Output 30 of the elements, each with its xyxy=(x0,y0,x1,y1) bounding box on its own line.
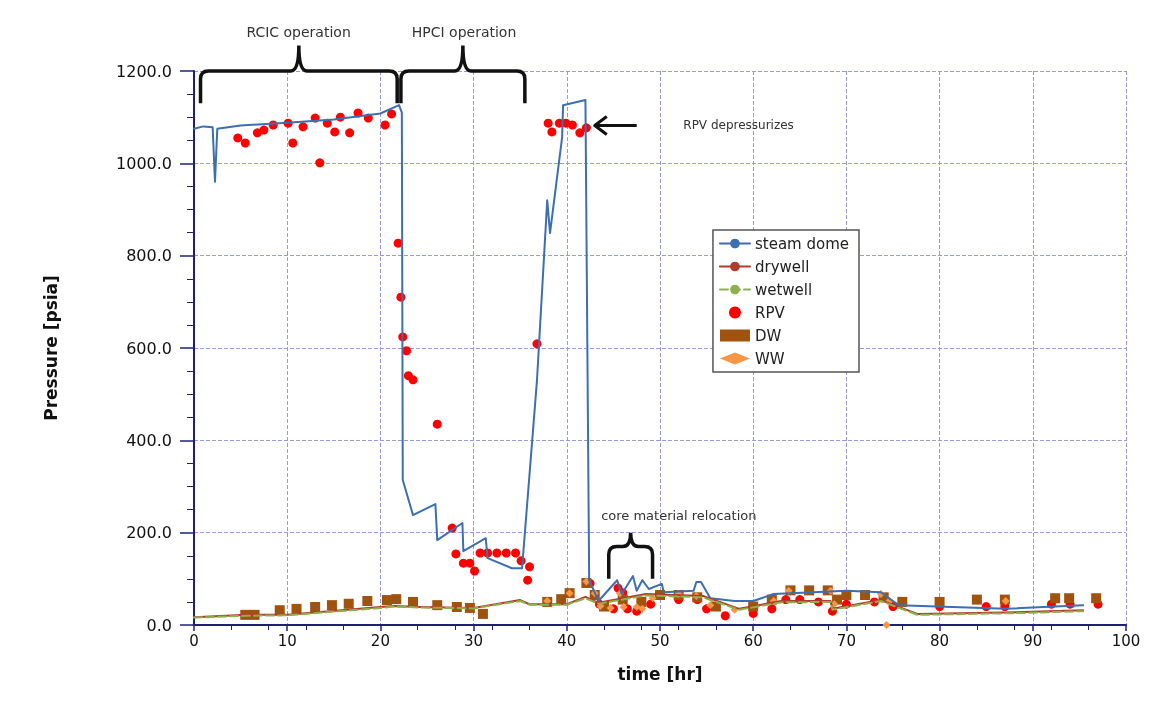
text: HPCI operation xyxy=(411,23,517,40)
legend-label: DW xyxy=(754,326,782,345)
x-tick-label: 30 xyxy=(464,631,484,650)
x-tick-label: 80 xyxy=(930,631,950,650)
y-tick-label: 1200.0 xyxy=(116,61,172,81)
y-tick-label: 800.0 xyxy=(126,246,172,266)
legend-label: drywell xyxy=(754,257,810,276)
annotation: core material relocation xyxy=(601,507,757,523)
x-tick-label: 70 xyxy=(836,631,856,650)
x-tick-label: 10 xyxy=(277,631,297,650)
y-tick-label: 200.0 xyxy=(126,523,172,543)
x-tick-label: 90 xyxy=(1023,631,1043,650)
x-tick-label: 100 xyxy=(1111,631,1141,650)
x-tick-label: 60 xyxy=(743,631,763,650)
y-tick-label: 1000.0 xyxy=(116,153,172,173)
text: RCIC operation xyxy=(246,23,351,40)
legend-label: steam dome xyxy=(754,234,850,253)
x-tick-label: 40 xyxy=(557,631,577,650)
legend-label: wetwell xyxy=(754,280,813,299)
y-axis-title: Pressure [psia] xyxy=(40,275,61,421)
annotation: RPV depressurizes xyxy=(683,118,794,133)
y-tick-label: 600.0 xyxy=(126,338,172,358)
x-tick-label: 50 xyxy=(650,631,670,650)
y-tick-label: 0.0 xyxy=(146,615,172,635)
legend-label: WW xyxy=(754,349,785,368)
x-tick-label: 20 xyxy=(370,631,390,650)
y-tick-label: 400.0 xyxy=(126,430,172,450)
legend-label: RPV xyxy=(754,303,786,322)
x-axis-title: time [hr] xyxy=(617,663,703,684)
x-tick-label: 0 xyxy=(189,631,199,650)
